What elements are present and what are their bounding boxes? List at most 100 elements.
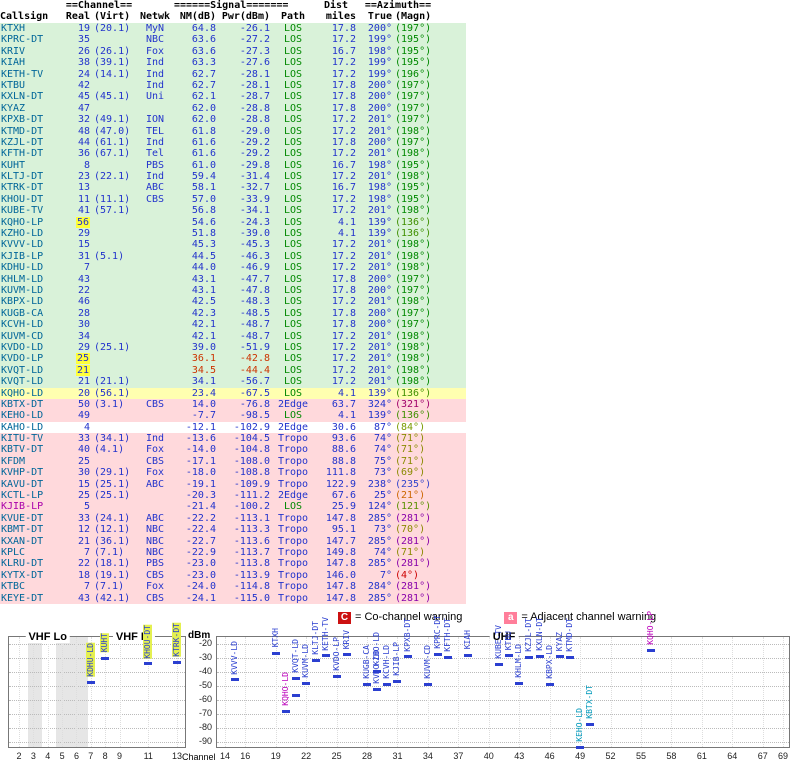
signal-bar-label: KTBU: [504, 631, 514, 651]
signal-bar: [312, 658, 321, 662]
table-row: KQHO-LP 56 54.6 -24.3 LOS 4.1 139° (136°): [0, 216, 466, 229]
table-row: CKLRU-DT22(18.1)PBS-23.0-113.8Tropo147.8…: [0, 558, 466, 570]
signal-bar: [144, 662, 153, 666]
signal-bar: [173, 660, 181, 664]
signal-bar-label: KBPX-LD: [544, 644, 554, 679]
table-row: KHOU-DT 11 (11.1) CBS 57.0 -33.9 LOS 17.2 198° (1…: [0, 193, 466, 206]
signal-bar-label: KCVH-LD: [382, 645, 392, 680]
signal-bar-label: KHOU-DT: [143, 624, 153, 659]
table-row: CKYTX-DT18(19.1)CBS-23.0-113.9Tropo146.0…: [0, 569, 466, 582]
signal-bar-label: KRIV: [341, 629, 351, 650]
signal-bar-label: KFTH-DT: [443, 618, 453, 652]
signal-bar: [373, 669, 382, 673]
warning-legend: C = Co-channel warning a = Adjacent channe…: [338, 611, 656, 624]
table-row: KTMD-DT 48 (47.0) TEL 61.8 -29.0 LOS 17.2 201° (1…: [0, 125, 466, 137]
spectrum-chart: dBm Channel 2 3 4 5 6 7 8 9 11 13 VHF Lo VHF Hi KDHU…: [0, 611, 800, 768]
table-row: KAHO-LD 4 -12.1 -102.9 2Edge 30.6 87° (84°): [0, 421, 466, 434]
x-tick: 13: [171, 751, 182, 761]
table-row: KUVM-LD 22 43.1 -47.8 LOS 17.8 200° (197°): [0, 284, 466, 297]
signal-bar-label: KBTX-DT: [585, 684, 595, 719]
signal-bar: [101, 656, 110, 660]
x-tick: 11: [143, 751, 153, 761]
signal-bar-label: KUBE-TV: [493, 625, 503, 659]
x-tick: 46: [544, 751, 555, 761]
table-row: CKVHP-DT30(29.1)Fox-18.0-108.8Tropo111.8…: [0, 467, 466, 479]
table-row: KXLN-DT 45 (45.1) Uni 62.1 -28.7 LOS 17.8 200° (1…: [0, 91, 466, 103]
signal-bar: [383, 683, 392, 687]
signal-bar-label: KUVM-LD: [301, 644, 311, 678]
co-channel-badge: C: [338, 612, 351, 624]
table-row: KVQT-LD 21 34.5 -44.4 LOS 17.2 201° (198°): [0, 364, 466, 377]
x-tick: 52: [605, 751, 616, 761]
table-row: KTBU 42 Ind 62.7 -28.1 LOS 17.8 200° (197°): [0, 79, 466, 92]
signal-bar: [373, 687, 382, 691]
y-tick: -30: [198, 652, 212, 662]
x-tick: 31: [392, 751, 403, 761]
signal-bar: [535, 655, 544, 659]
table-rows: KTXH 19 (20.1) MyN 64.8 -26.1 LOS 17.8 200° (197°…: [0, 23, 466, 604]
table-row: KUVM-CD 34 42.1 -48.7 LOS 17.2 201° (198°): [0, 330, 466, 342]
table-row: CKVUE-DT33(24.1)ABC-22.2-113.1Tropo147.8…: [0, 512, 466, 525]
table-row: KJIB-LP 31 (5.1) 44.5 -46.3 LOS 17.2 201° (198°): [0, 250, 466, 263]
table-row: CKCTL-LP25(25.1)-20.3-111.22Edge67.625°(…: [0, 490, 466, 502]
table-row: KUGB-CA 28 42.3 -48.5 LOS 17.8 200° (197°): [0, 307, 466, 320]
y-tick: -40: [198, 666, 212, 676]
table-row: KUHT 8 PBS 61.0 -29.8 LOS 16.7 198° (195°): [0, 159, 466, 172]
adjacent-channel-text: = Adjacent channel warning: [521, 611, 657, 623]
table-row: KDHU-LD 7 44.0 -46.9 LOS 17.2 201° (198°): [0, 262, 466, 274]
signal-bar: [464, 653, 473, 657]
x-tick: 49: [575, 751, 586, 761]
x-tick: 37: [453, 751, 464, 761]
table-row: KPXB-DT 32 (49.1) ION 62.0 -28.8 LOS 17.2 201° (1…: [0, 114, 466, 126]
x-tick: 67: [757, 751, 768, 761]
y-tick: -50: [198, 680, 212, 690]
band-label: UHF: [489, 631, 519, 643]
table-row: CKEYE-DT43(42.1)CBS-24.1-115.0Tropo147.8…: [0, 592, 466, 604]
signal-bar-label: KIAH: [463, 630, 473, 650]
signal-bar-label: KHLM-LD: [514, 644, 524, 678]
table-row: KJIB-LP 5 -21.4 -100.2 LOS 25.9 124° (121°): [0, 501, 466, 513]
signal-bar-label: KJIB-LP: [392, 642, 402, 676]
x-tick: 61: [696, 751, 707, 761]
signal-bar: [292, 694, 301, 698]
signal-bar: [423, 683, 432, 687]
y-tick: -70: [198, 708, 212, 718]
table-row: KIAH 38 (39.1) Ind 63.3 -27.6 LOS 17.2 199° (195°…: [0, 57, 466, 69]
signal-bar-label: KUVM-CD: [422, 645, 432, 680]
x-tick: 43: [514, 751, 525, 761]
signal-bar: [281, 709, 290, 713]
band-label: VHF Lo: [25, 631, 70, 643]
signal-bar-label: KTRK-DT: [172, 623, 181, 657]
table-row: CKPLC7(7.1)NBC-22.9-113.7Tropo149.874°(7…: [0, 546, 466, 559]
signal-bar-label: KTXH: [270, 628, 280, 648]
table-row: KCVH-LD 30 42.1 -48.7 LOS 17.8 200° (197°): [0, 319, 466, 331]
table-row: aKBTX-DT50(3.1)CBS14.0-76.82Edge63.7324°…: [0, 398, 466, 411]
signal-bar-label: KLTJ-DT: [311, 621, 321, 655]
y-tick: -60: [198, 694, 212, 704]
signal-bar: [292, 677, 301, 681]
uhf-panel: 14 16 19 22 25 28 31 34 37 40 43 46 49 52 55 58 61 64 67 69…: [216, 611, 790, 761]
signal-bar-label: KQHO-LD: [280, 671, 290, 706]
y-tick: -90: [198, 736, 212, 746]
x-tick: 34: [422, 751, 433, 761]
x-tick: 14: [219, 751, 230, 761]
signal-bar-label: KTMD-DT: [564, 617, 574, 652]
signal-bar: [271, 651, 280, 655]
x-tick: 64: [727, 751, 738, 761]
signal-bar: [565, 655, 574, 659]
table-row: KBPX-LD 46 42.5 -48.3 LOS 17.2 201° (198°): [0, 296, 466, 308]
signal-bar: [576, 746, 585, 749]
signal-bar: [434, 653, 443, 657]
signal-bar: [444, 655, 453, 659]
signal-bar: [647, 649, 656, 653]
signal-bar: [393, 679, 402, 683]
signal-bar-label: KUHT: [100, 633, 110, 653]
table-row: KVQT-LD 21 (21.1) 34.1 -56.7 LOS 17.2 201° (198°…: [0, 376, 466, 388]
x-tick: 2: [16, 751, 22, 761]
table-row: KZJL-DT 44 (61.1) Ind 61.6 -29.2 LOS 17.8 200° (1…: [0, 136, 466, 149]
table-row: KVVV-LD 15 45.3 -45.3 LOS 17.2 201° (198°): [0, 239, 466, 251]
table-row: CKTBC7(7.1)Fox-24.0-114.8Tropo147.8284°(…: [0, 581, 466, 593]
